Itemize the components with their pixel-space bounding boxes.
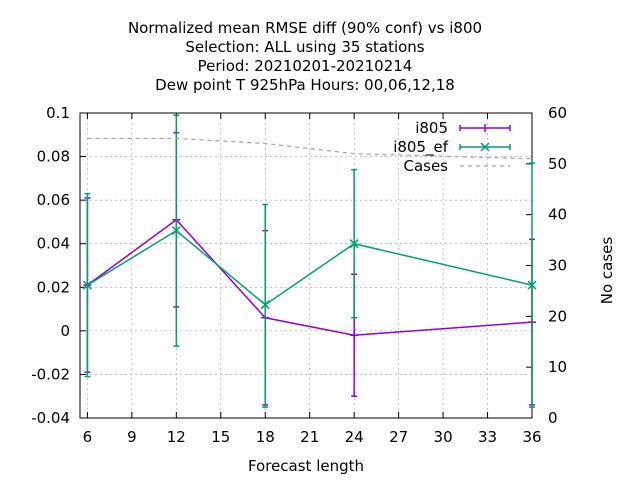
data-point xyxy=(349,239,359,249)
y-tick-label: 0.1 xyxy=(46,104,70,122)
y-tick-label: -0.02 xyxy=(31,365,70,383)
data-point xyxy=(82,280,92,290)
x-axis-label: Forecast length xyxy=(248,457,364,475)
y2-tick-label: 60 xyxy=(548,104,567,122)
x-tick-label: 21 xyxy=(300,428,319,446)
x-tick-label: 18 xyxy=(256,428,275,446)
data-point xyxy=(527,280,537,290)
y2-tick-label: 10 xyxy=(548,358,567,376)
y2-tick-label: 20 xyxy=(548,307,567,325)
legend-marker xyxy=(480,142,490,152)
chart-title: Normalized mean RMSE diff (90% conf) vs … xyxy=(128,19,482,94)
y-tick-label: 0 xyxy=(60,322,70,340)
legend-label: i805 xyxy=(415,119,448,137)
x-tick-label: 24 xyxy=(345,428,364,446)
legend-label: Cases xyxy=(403,157,448,175)
series-line xyxy=(87,137,533,160)
x-tick-label: 33 xyxy=(478,428,497,446)
y-tick-label: 0.02 xyxy=(37,278,70,296)
grid xyxy=(80,113,532,418)
x-tick-label: 30 xyxy=(434,428,453,446)
title-line-2: Period: 20210201-20210214 xyxy=(198,57,413,75)
data-point xyxy=(171,226,181,236)
y2-tick-label: 40 xyxy=(548,206,567,224)
series-line xyxy=(86,218,533,336)
data-point xyxy=(260,300,270,310)
y2-tick-label: 30 xyxy=(548,257,567,275)
series-cases xyxy=(87,137,533,160)
y2-axis: 0 10 20 30 40 50 60 xyxy=(526,104,567,427)
y-tick-label: 0.06 xyxy=(37,191,70,209)
plot-frame xyxy=(79,112,533,419)
series xyxy=(82,114,537,408)
x-tick-label: 9 xyxy=(127,428,137,446)
y2-axis-label: No cases xyxy=(598,237,616,305)
x-tick-label: 6 xyxy=(83,428,93,446)
y2-tick-label: 50 xyxy=(548,155,567,173)
x-tick-label: 36 xyxy=(522,428,541,446)
title-line-0: Normalized mean RMSE diff (90% conf) vs … xyxy=(128,19,482,37)
x-tick-label: 12 xyxy=(167,428,186,446)
series-i805-ef xyxy=(82,114,537,408)
data-point xyxy=(350,331,359,340)
x-tick-label: 15 xyxy=(211,428,230,446)
y2-tick-label: 0 xyxy=(548,409,558,427)
y-tick-label: 0.04 xyxy=(37,235,70,253)
title-line-3: Dew point T 925hPa Hours: 00,06,12,18 xyxy=(155,76,455,94)
legend-label: i805_ef xyxy=(393,138,449,157)
x-axis: 6 9 12 15 18 21 24 27 30 33 36 xyxy=(83,113,542,446)
title-line-1: Selection: ALL using 35 stations xyxy=(185,38,424,56)
y-tick-label: -0.04 xyxy=(31,409,70,427)
x-tick-label: 27 xyxy=(389,428,408,446)
y-tick-label: 0.08 xyxy=(37,148,70,166)
y-axis: -0.04 -0.02 0 0.02 0.04 0.06 0.08 0.1 xyxy=(31,104,86,427)
